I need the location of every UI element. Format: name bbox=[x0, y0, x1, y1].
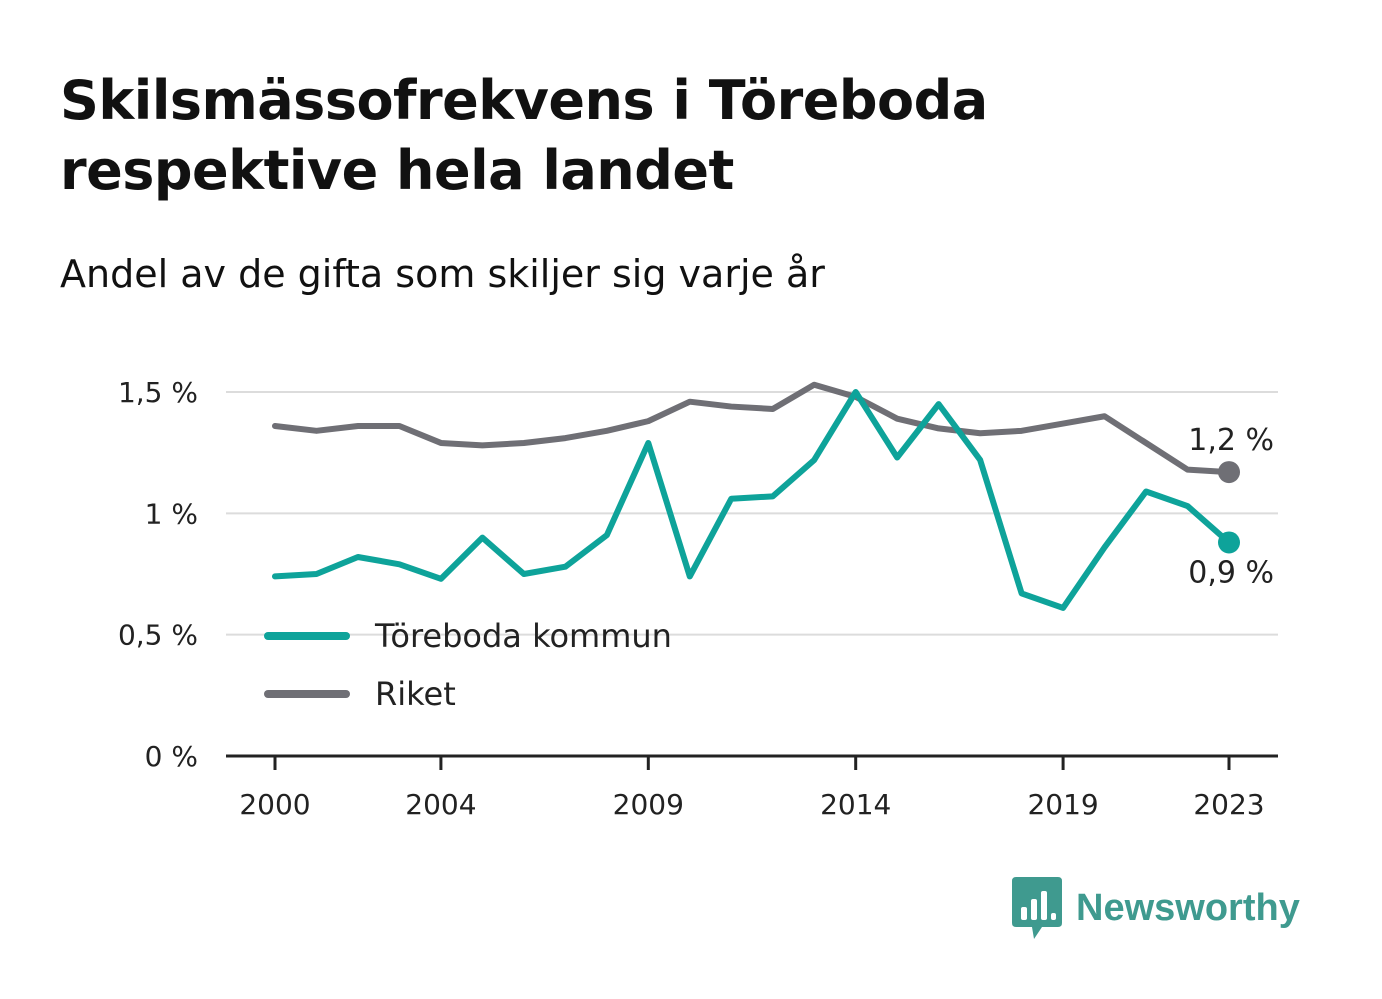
series-end-point bbox=[1218, 461, 1240, 484]
y-tick-label: 1,5 % bbox=[118, 376, 198, 409]
x-tick-label: 2023 bbox=[1193, 788, 1264, 821]
y-tick-label: 0,5 % bbox=[118, 619, 198, 652]
y-axis-ticks: 0 % 0,5 % 1 % 1,5 % bbox=[118, 376, 198, 773]
x-tick-label: 2000 bbox=[239, 788, 310, 821]
legend-label: Riket bbox=[375, 675, 456, 713]
x-tick-label: 2014 bbox=[820, 788, 891, 821]
x-axis-ticks: 2000 2004 2009 2014 2019 2023 bbox=[239, 756, 1265, 821]
series-lines: 1,2 % 0,9 % bbox=[272, 381, 1274, 611]
grid-lines bbox=[226, 391, 1278, 636]
x-tick-label: 2019 bbox=[1027, 788, 1098, 821]
series-end-label: 0,9 % bbox=[1188, 555, 1274, 590]
x-tick-label: 2004 bbox=[405, 788, 476, 821]
series-line bbox=[272, 381, 1232, 476]
y-tick-label: 1 % bbox=[145, 497, 198, 530]
chart-subtitle: Andel av de gifta som skiljer sig varje … bbox=[60, 252, 825, 296]
y-tick-label: 0 % bbox=[145, 740, 198, 773]
brand-name: Newsworthy bbox=[1076, 886, 1300, 929]
series-end-label: 1,2 % bbox=[1188, 423, 1274, 458]
series-end-point bbox=[1218, 531, 1240, 554]
x-tick-label: 2009 bbox=[613, 788, 684, 821]
series-line bbox=[272, 389, 1232, 611]
bar-chart-speech-bubble-icon bbox=[1012, 877, 1062, 939]
legend-label: Töreboda kommun bbox=[374, 617, 672, 655]
chart-title: Skilsmässofrekvens i Töreboda respektive… bbox=[60, 69, 988, 202]
brand-logo: Newsworthy bbox=[1012, 876, 1300, 940]
legend: Töreboda kommun Riket bbox=[264, 617, 672, 713]
